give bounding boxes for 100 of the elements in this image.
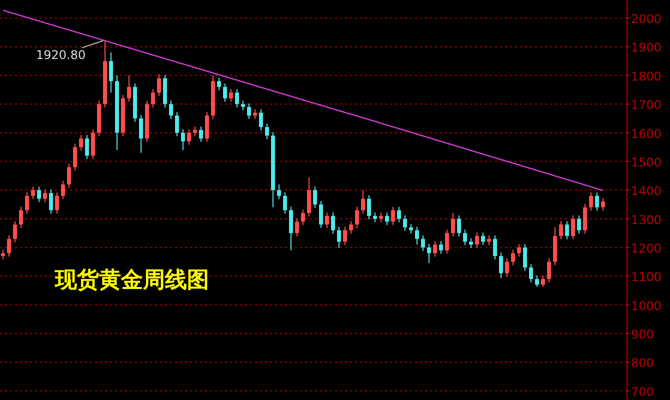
candlestick	[559, 220, 563, 240]
candlestick	[373, 212, 377, 223]
candlestick	[181, 128, 185, 150]
candlestick	[505, 258, 509, 278]
candlestick	[241, 100, 245, 111]
candlestick	[475, 232, 479, 249]
candlestick	[91, 128, 95, 160]
y-tick-label: 700	[631, 384, 654, 399]
candlestick	[367, 194, 371, 220]
candlestick	[355, 206, 359, 228]
candlestick	[349, 220, 353, 234]
candlestick	[37, 186, 41, 203]
candlestick	[85, 134, 89, 160]
candlestick	[127, 74, 131, 102]
candlestick	[13, 220, 17, 243]
candlestick	[301, 209, 305, 226]
candlestick	[445, 229, 449, 254]
candlestick	[217, 77, 221, 91]
candlestick	[229, 88, 233, 102]
y-tick-label: 1700	[631, 98, 662, 112]
candlestick	[19, 206, 23, 228]
candlestick	[493, 234, 497, 260]
candlestick	[187, 128, 191, 146]
y-tick-label: 1900	[631, 40, 662, 55]
candlestick	[337, 226, 341, 249]
candlestick	[385, 212, 389, 226]
annotation: 1920.80	[36, 48, 86, 62]
line-series	[2, 10, 604, 191]
y-tick-label: 1100	[631, 270, 662, 284]
candlestick	[295, 218, 299, 238]
candlestick	[265, 123, 269, 140]
candlestick	[307, 176, 311, 217]
candlestick	[595, 192, 599, 212]
candlestick	[523, 244, 527, 272]
candlestick	[331, 212, 335, 234]
candlestick	[169, 100, 173, 120]
candlestick	[289, 206, 293, 251]
candlestick	[463, 229, 467, 246]
candlestick	[43, 189, 47, 203]
y-tick-label: 2000	[631, 12, 662, 26]
candlestick	[589, 192, 593, 212]
y-tick-label: 1000	[631, 298, 662, 313]
candlestick	[535, 275, 539, 288]
candlestick	[277, 184, 281, 200]
candlestick	[499, 252, 503, 279]
candlestick	[361, 190, 365, 214]
candlestick	[511, 249, 515, 266]
candlestick	[469, 238, 473, 249]
candlestick	[517, 244, 521, 258]
candlestick	[421, 234, 425, 252]
candlestick	[193, 126, 197, 137]
candlestick	[415, 226, 419, 246]
y-tick-label: 800	[631, 356, 654, 370]
candlestick	[547, 258, 551, 283]
candlestick	[601, 198, 605, 212]
candlestick	[259, 108, 263, 131]
text: 现货黄金周线图	[54, 268, 209, 293]
candlestick	[205, 112, 209, 142]
candlestick	[73, 143, 77, 172]
candlestick	[109, 52, 113, 94]
y-tick-label: 1300	[631, 212, 662, 227]
candlestick	[343, 226, 347, 246]
candlestick	[61, 180, 65, 200]
candlestick	[67, 163, 71, 188]
candlestick	[457, 214, 461, 238]
candlestick	[403, 214, 407, 232]
candlestick	[139, 114, 143, 154]
candlestick	[199, 126, 203, 142]
candlestick	[427, 244, 431, 264]
candlestick	[481, 232, 485, 246]
candlestick	[253, 108, 257, 120]
candlestick	[571, 214, 575, 240]
y-tick-label: 1600	[631, 126, 662, 141]
candlestick	[583, 203, 587, 234]
y-tick-label: 900	[631, 327, 654, 342]
y-tick-label: 1800	[631, 69, 662, 84]
candlestick	[397, 206, 401, 223]
candlestick	[433, 240, 437, 258]
candlestick	[25, 192, 29, 214]
candlestick	[325, 212, 329, 228]
candlestick	[451, 212, 455, 238]
candlestick	[49, 189, 53, 214]
candlestick	[55, 192, 59, 214]
candlestick	[175, 112, 179, 137]
candlestick	[7, 234, 11, 258]
candlestick	[529, 264, 533, 283]
candlestick	[319, 200, 323, 228]
candlestick	[157, 73, 161, 97]
candlestick	[577, 214, 581, 234]
candlestick	[235, 88, 239, 108]
candlestick	[247, 103, 251, 120]
candlestick	[379, 212, 383, 223]
candlestick	[223, 82, 227, 102]
y-tick-label: 1400	[631, 184, 662, 198]
candlestick	[541, 275, 545, 288]
candlestick	[313, 186, 317, 208]
candlestick	[79, 134, 83, 152]
y-tick-label: 1200	[631, 241, 662, 256]
candlestick	[409, 223, 413, 234]
candlestick	[151, 88, 155, 108]
